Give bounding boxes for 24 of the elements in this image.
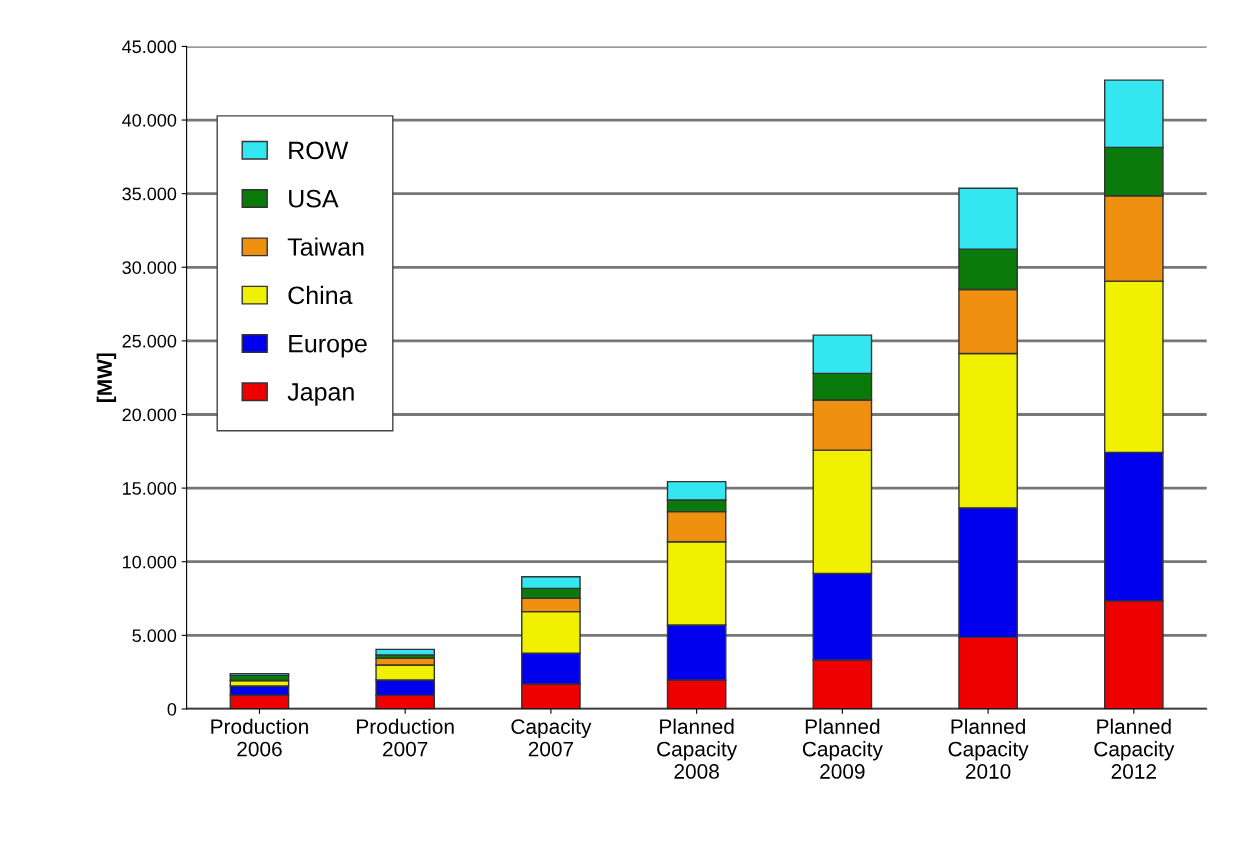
y-tick-label: 25.000 xyxy=(122,334,177,348)
x-tick-label: Production 2006 xyxy=(211,718,308,757)
y-tick-label: 20.000 xyxy=(122,408,177,422)
y-tick-label: 0 xyxy=(167,702,177,716)
y-tick-label: 15.000 xyxy=(123,482,177,495)
y-tick-label: 35.000 xyxy=(122,187,177,201)
x-tick-label: Planned Capacity 2012 xyxy=(1094,718,1175,779)
legend-label: USA xyxy=(289,189,339,208)
legend-label: Japan xyxy=(287,383,354,406)
y-tick-label: 5.000 xyxy=(132,629,177,643)
legend-label: China xyxy=(288,285,353,305)
x-tick-label: Capacity 2007 xyxy=(511,718,592,757)
y-axis-title: [MW] xyxy=(96,353,117,402)
legend-label: ROW xyxy=(289,141,349,160)
x-tick-label: Planned Capacity 2008 xyxy=(657,718,738,779)
legend-label: Europe xyxy=(289,335,367,358)
x-tick-label: Production 2007 xyxy=(357,718,454,757)
x-tick-label: Planned Capacity 2009 xyxy=(802,718,883,779)
legend-label: Taiwan xyxy=(287,237,364,256)
y-tick-label: 40.000 xyxy=(122,113,177,127)
x-tick-label: Planned Capacity 2010 xyxy=(948,718,1029,779)
y-tick-label: 10.000 xyxy=(123,555,177,569)
y-tick-label: 30.000 xyxy=(122,261,177,274)
y-tick-label: 45.000 xyxy=(122,40,177,54)
